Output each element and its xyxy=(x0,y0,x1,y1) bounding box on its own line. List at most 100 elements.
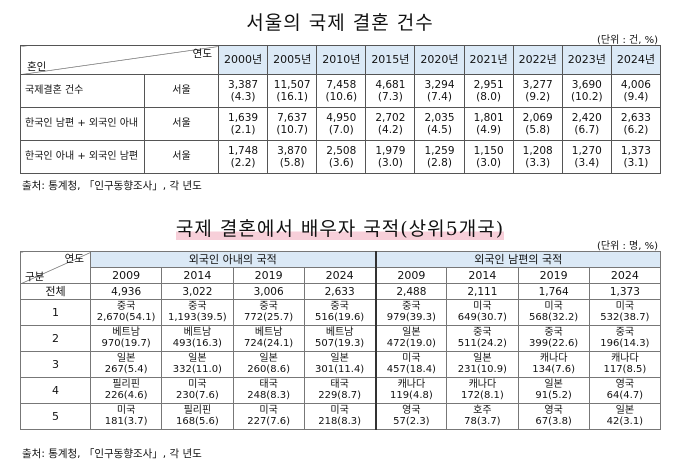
count-percent: 772(25.7) xyxy=(244,311,294,323)
nationality-cell: 베트남 724(24.1) xyxy=(232,325,305,352)
country-name: 중국 xyxy=(473,327,492,338)
table2-rank-row: 3 일본 267(5.4) 일본 332(11.0) 일본 260(8.6) 일본 301(11… xyxy=(20,351,662,378)
corner-category-label: 구분 xyxy=(25,271,45,283)
year-header: 2010년 xyxy=(316,45,367,75)
row-label: 국제결혼 건수 xyxy=(20,74,145,108)
country-name: 일본 xyxy=(330,353,349,364)
count-percent: 172(8.1) xyxy=(460,389,504,401)
count-percent: 226(4.6) xyxy=(104,389,148,401)
table2-title: 국제 결혼에서 배우자 국적(상위5개국) xyxy=(175,218,505,240)
count-value: 2,951 xyxy=(473,79,504,91)
count-value: 3,387 xyxy=(228,79,259,91)
year-header: 2024 xyxy=(588,267,662,284)
nationality-cell: 영국 67(3.8) xyxy=(517,403,590,430)
count-percent: 227(7.6) xyxy=(247,415,291,427)
table2-rank-row: 5 미국 181(3.7) 필리핀 168(5.6) 미국 227(7.6) 미국 218(8.… xyxy=(20,403,662,430)
count-value: 2,702 xyxy=(375,112,406,124)
value-cell: 2,069 (5.8) xyxy=(512,107,563,141)
country-name: 일본 xyxy=(544,379,563,390)
value-cell: 1,979 (3.0) xyxy=(365,140,416,174)
percent-value: (3.0) xyxy=(476,157,502,169)
count-percent: 229(8.7) xyxy=(318,389,362,401)
country-name: 영국 xyxy=(402,405,421,416)
nationality-cell: 중국 1,193(39.5) xyxy=(161,299,234,326)
region-cell: 서울 xyxy=(144,74,219,108)
region-cell: 서울 xyxy=(144,140,219,174)
row-label: 한국인 남편 + 외국인 아내 xyxy=(20,107,145,141)
percent-value: (3.0) xyxy=(377,157,403,169)
count-percent: 532(38.7) xyxy=(600,311,650,323)
percent-value: (10.2) xyxy=(571,91,603,103)
year-header: 2019 xyxy=(517,267,590,284)
country-name: 캐나다 xyxy=(539,353,568,364)
country-name: 영국 xyxy=(544,405,563,416)
year-header: 2023년 xyxy=(561,45,612,75)
count-value: 11,507 xyxy=(273,79,311,91)
count-percent: 64(4.7) xyxy=(606,389,644,401)
nationality-cell: 미국 181(3.7) xyxy=(89,403,163,430)
year-header: 2015년 xyxy=(365,45,416,75)
nationality-cell: 베트남 970(19.7) xyxy=(89,325,163,352)
percent-value: (3.6) xyxy=(328,157,354,169)
nationality-cell: 필리핀 168(5.6) xyxy=(161,403,234,430)
nationality-cell: 영국 64(4.7) xyxy=(588,377,662,404)
value-cell: 1,259 (2.8) xyxy=(414,140,465,174)
country-name: 일본 xyxy=(473,353,492,364)
count-value: 2,508 xyxy=(326,145,357,157)
value-cell: 7,458 (10.6) xyxy=(316,74,367,108)
year-header: 2000년 xyxy=(217,45,269,75)
count-percent: 181(3.7) xyxy=(104,415,148,427)
country-name: 미국 xyxy=(116,405,136,416)
marriage-count-table: 연도 혼인 2000년 2005년 2010년 2015년 2020년 2021… xyxy=(20,45,662,174)
nationality-cell: 일본 472(19.0) xyxy=(374,325,448,352)
count-value: 2,633 xyxy=(620,112,651,124)
count-percent: 493(16.3) xyxy=(172,337,222,349)
count-percent: 196(14.3) xyxy=(600,337,650,349)
table1-title: 서울의 국제 결혼 건수 xyxy=(246,12,434,34)
nationality-cell: 캐나다 172(8.1) xyxy=(446,377,519,404)
year-header: 2005년 xyxy=(267,45,318,75)
count-value: 3,294 xyxy=(424,79,455,91)
nationality-cell: 베트남 493(16.3) xyxy=(161,325,234,352)
country-name: 일본 xyxy=(615,405,635,416)
count-value: 7,458 xyxy=(326,79,357,91)
country-name: 중국 xyxy=(544,327,563,338)
country-name: 캐나다 xyxy=(397,379,426,390)
year-header: 2021년 xyxy=(463,45,514,75)
count-value: 1,748 xyxy=(228,145,259,157)
nationality-cell: 캐나다 119(4.8) xyxy=(374,377,448,404)
count-percent: 511(24.2) xyxy=(457,337,507,349)
total-cell: 1,373 xyxy=(588,283,662,300)
percent-value: (2.2) xyxy=(230,157,256,169)
nationality-cell: 일본 332(11.0) xyxy=(161,351,234,378)
year-header: 2019 xyxy=(232,267,305,284)
count-percent: 724(24.1) xyxy=(244,337,294,349)
percent-value: (9.2) xyxy=(525,91,551,103)
count-value: 1,150 xyxy=(473,145,504,157)
count-percent: 218(8.3) xyxy=(318,415,362,427)
percent-value: (9.4) xyxy=(623,91,649,103)
value-cell: 2,633 (6.2) xyxy=(610,107,662,141)
country-name: 일본 xyxy=(188,353,207,364)
value-cell: 1,639 (2.1) xyxy=(217,107,269,141)
percent-value: (3.4) xyxy=(574,157,600,169)
count-value: 1,639 xyxy=(228,112,259,124)
husband-nationality-group: 외국인 남편의 국적 xyxy=(374,251,661,268)
count-percent: 168(5.6) xyxy=(175,415,219,427)
count-percent: 649(30.7) xyxy=(457,311,507,323)
country-name: 중국 xyxy=(330,301,349,312)
count-percent: 42(3.1) xyxy=(606,415,644,427)
count-percent: 301(11.4) xyxy=(315,363,365,375)
nationality-cell: 미국 649(30.7) xyxy=(446,299,519,326)
count-value: 2,035 xyxy=(424,112,455,124)
percent-value: (8.0) xyxy=(476,91,502,103)
percent-value: (7.3) xyxy=(377,91,403,103)
table2-group-row: 연도 구분 외국인 아내의 국적 외국인 남편의 국적 xyxy=(20,251,661,284)
value-cell: 2,035 (4.5) xyxy=(414,107,465,141)
count-percent: 2,670(54.1) xyxy=(96,311,156,323)
country-name: 태국 xyxy=(330,379,349,390)
count-value: 2,420 xyxy=(571,112,602,124)
year-header: 2009 xyxy=(89,267,163,284)
value-cell: 2,420 (6.7) xyxy=(561,107,612,141)
percent-value: (6.2) xyxy=(623,124,649,136)
